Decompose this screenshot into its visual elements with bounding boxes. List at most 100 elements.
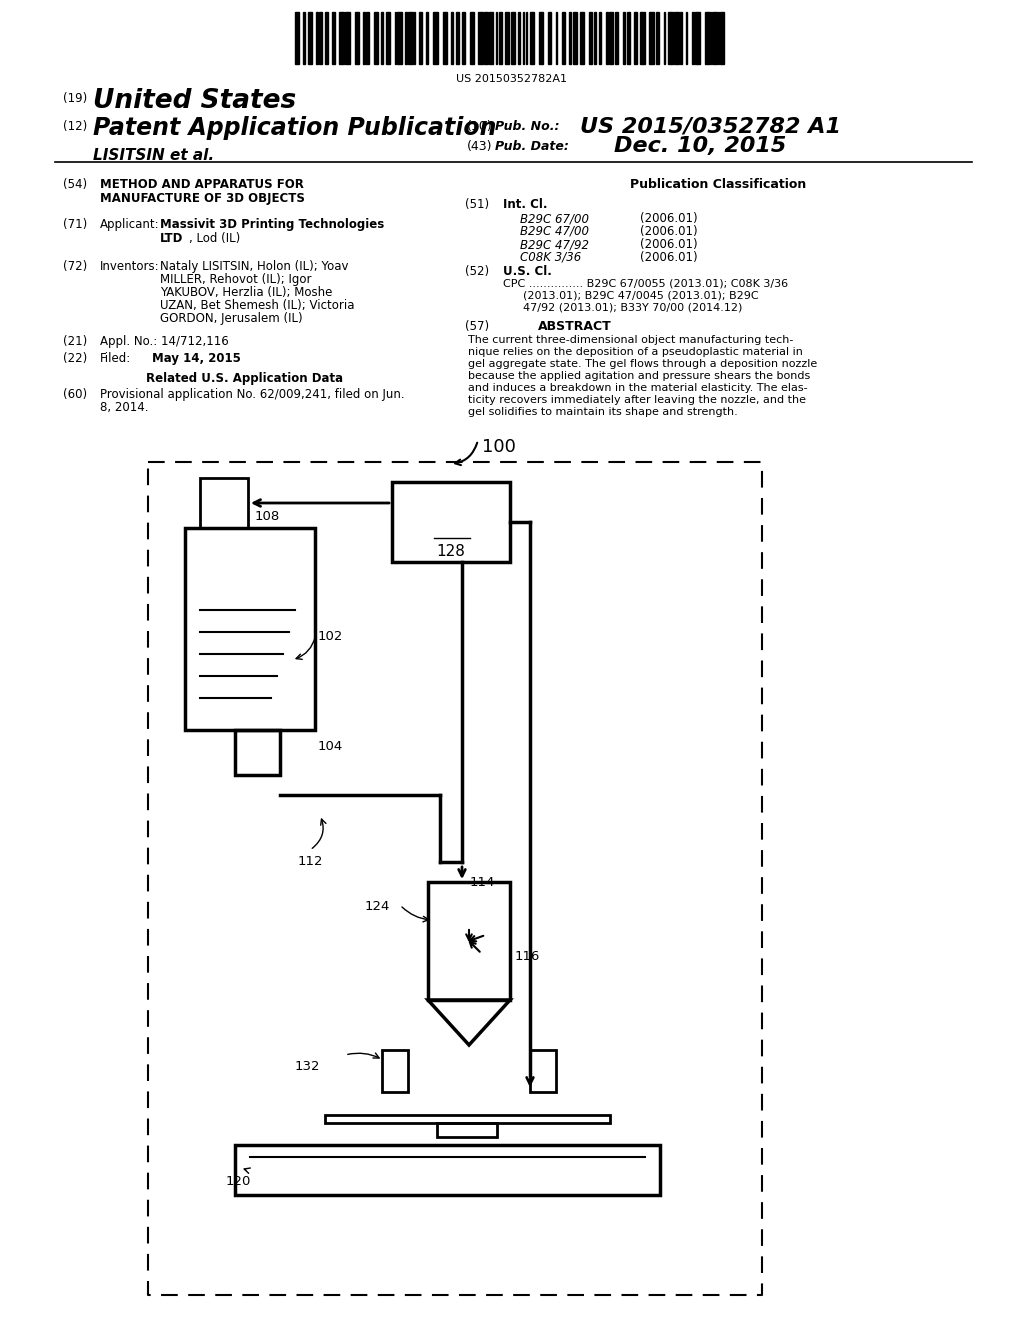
Bar xyxy=(462,12,465,63)
Text: (2006.01): (2006.01) xyxy=(640,224,697,238)
Bar xyxy=(325,12,329,63)
Text: 8, 2014.: 8, 2014. xyxy=(100,401,148,414)
Text: (2006.01): (2006.01) xyxy=(640,213,697,224)
Text: 128: 128 xyxy=(436,544,466,558)
Text: C08K 3/36: C08K 3/36 xyxy=(520,251,582,264)
Text: US 20150352782A1: US 20150352782A1 xyxy=(457,74,567,84)
Text: May 14, 2015: May 14, 2015 xyxy=(152,352,241,366)
Text: 114: 114 xyxy=(470,876,496,888)
Bar xyxy=(518,12,520,63)
Text: (60): (60) xyxy=(63,388,87,401)
Bar xyxy=(385,12,390,63)
Bar xyxy=(489,12,493,63)
Bar xyxy=(599,12,601,63)
Bar xyxy=(470,12,474,63)
Bar xyxy=(623,12,625,63)
Text: , Lod (IL): , Lod (IL) xyxy=(189,232,241,246)
Bar xyxy=(497,12,498,63)
Text: ticity recovers immediately after leaving the nozzle, and the: ticity recovers immediately after leavin… xyxy=(468,395,806,405)
Text: 104: 104 xyxy=(318,741,343,752)
Bar xyxy=(580,12,585,63)
Text: U.S. Cl.: U.S. Cl. xyxy=(503,265,552,279)
Text: 120: 120 xyxy=(226,1175,251,1188)
Bar xyxy=(409,12,413,63)
Bar xyxy=(526,12,527,63)
Text: B29C 47/00: B29C 47/00 xyxy=(520,224,589,238)
Bar xyxy=(381,12,383,63)
Text: (72): (72) xyxy=(63,260,87,273)
Bar xyxy=(478,12,483,63)
Bar xyxy=(695,12,700,63)
Text: Applicant:: Applicant: xyxy=(100,218,160,231)
Text: CPC ............... B29C 67/0055 (2013.01); C08K 3/36: CPC ............... B29C 67/0055 (2013.0… xyxy=(503,279,788,288)
Bar xyxy=(691,12,694,63)
Bar xyxy=(713,12,717,63)
Bar xyxy=(295,12,299,63)
Bar xyxy=(345,12,350,63)
Bar xyxy=(456,12,460,63)
Bar xyxy=(404,12,407,63)
Bar xyxy=(437,1123,497,1137)
Text: Pub. Date:: Pub. Date: xyxy=(495,140,569,153)
Text: (43): (43) xyxy=(467,140,493,153)
Bar xyxy=(628,12,630,63)
Bar xyxy=(665,12,666,63)
Text: (2006.01): (2006.01) xyxy=(640,251,697,264)
Bar xyxy=(234,1144,660,1195)
Text: GORDON, Jerusalem (IL): GORDON, Jerusalem (IL) xyxy=(160,312,303,325)
Bar xyxy=(185,528,315,730)
Bar xyxy=(705,12,710,63)
Text: Massivit 3D Printing Technologies: Massivit 3D Printing Technologies xyxy=(160,218,384,231)
Text: (2013.01); B29C 47/0045 (2013.01); B29C: (2013.01); B29C 47/0045 (2013.01); B29C xyxy=(523,290,759,300)
Bar xyxy=(711,12,712,63)
Bar xyxy=(484,12,488,63)
Bar xyxy=(589,12,592,63)
Text: (51): (51) xyxy=(465,198,489,211)
Bar xyxy=(433,12,438,63)
Text: LISITSIN et al.: LISITSIN et al. xyxy=(93,148,214,162)
Bar xyxy=(718,12,719,63)
Text: ABSTRACT: ABSTRACT xyxy=(539,319,612,333)
Text: Int. Cl.: Int. Cl. xyxy=(503,198,548,211)
Bar xyxy=(720,12,724,63)
Bar xyxy=(511,12,515,63)
Text: Inventors:: Inventors: xyxy=(100,260,160,273)
Bar xyxy=(451,12,454,63)
Bar xyxy=(640,12,645,63)
Text: (54): (54) xyxy=(63,178,87,191)
Text: (21): (21) xyxy=(63,335,87,348)
Text: Provisional application No. 62/009,241, filed on Jun.: Provisional application No. 62/009,241, … xyxy=(100,388,404,401)
Bar xyxy=(505,12,509,63)
Bar xyxy=(530,1049,556,1092)
Text: gel aggregate state. The gel flows through a deposition nozzle: gel aggregate state. The gel flows throu… xyxy=(468,359,817,370)
Text: Publication Classification: Publication Classification xyxy=(630,178,806,191)
Text: Nataly LISITSIN, Holon (IL); Yoav: Nataly LISITSIN, Holon (IL); Yoav xyxy=(160,260,348,273)
Text: United States: United States xyxy=(93,88,296,114)
Bar xyxy=(303,12,304,63)
Text: 47/92 (2013.01); B33Y 70/00 (2014.12): 47/92 (2013.01); B33Y 70/00 (2014.12) xyxy=(523,302,742,312)
Bar xyxy=(606,12,608,63)
Text: because the applied agitation and pressure shears the bonds: because the applied agitation and pressu… xyxy=(468,371,810,381)
Bar xyxy=(615,12,617,63)
Bar xyxy=(419,12,423,63)
Text: (10): (10) xyxy=(467,120,493,133)
Text: METHOD AND APPARATUS FOR: METHOD AND APPARATUS FOR xyxy=(100,178,304,191)
Bar xyxy=(668,12,673,63)
Bar xyxy=(382,1049,408,1092)
Text: B29C 67/00: B29C 67/00 xyxy=(520,213,589,224)
Bar xyxy=(572,12,578,63)
Text: The current three-dimensional object manufacturing tech-: The current three-dimensional object man… xyxy=(468,335,794,345)
Bar xyxy=(548,12,551,63)
Text: (52): (52) xyxy=(465,265,489,279)
Bar xyxy=(674,12,679,63)
Text: Dec. 10, 2015: Dec. 10, 2015 xyxy=(614,136,786,156)
Bar xyxy=(397,12,402,63)
Bar xyxy=(442,12,447,63)
Bar xyxy=(339,12,344,63)
Text: 116: 116 xyxy=(515,950,541,964)
Text: 102: 102 xyxy=(318,630,343,643)
Bar xyxy=(562,12,565,63)
Text: (12): (12) xyxy=(63,120,87,133)
Bar xyxy=(540,12,543,63)
Text: Related U.S. Application Data: Related U.S. Application Data xyxy=(146,372,344,385)
